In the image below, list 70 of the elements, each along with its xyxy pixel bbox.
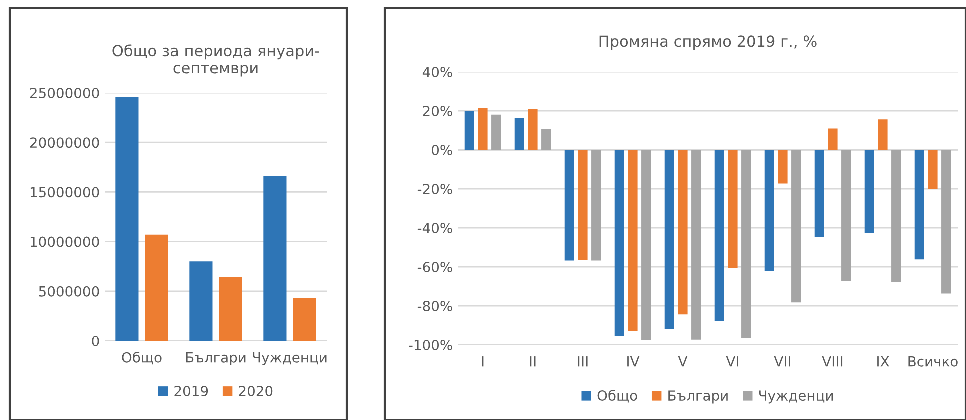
y-tick-label: -20% <box>418 184 452 194</box>
y-tick-label: 0% <box>432 144 452 156</box>
bar <box>514 118 524 150</box>
x-tick-label: III <box>578 356 588 367</box>
legend-label: Чужденци <box>759 390 833 404</box>
y-tick-label: -60% <box>418 262 452 272</box>
bar <box>792 150 802 303</box>
bar <box>714 150 724 322</box>
y-tick-label: 25000000 <box>30 88 100 98</box>
bar <box>293 298 316 341</box>
x-tick-label: IV <box>628 356 640 367</box>
x-tick-label: Чужденци <box>253 352 327 366</box>
bar <box>542 129 552 150</box>
bar <box>678 150 688 315</box>
bar <box>219 278 242 341</box>
x-tick-label: VIII <box>822 356 843 367</box>
y-tick-label: 5000000 <box>39 286 100 297</box>
bar <box>692 150 702 340</box>
bar <box>892 150 902 282</box>
bar <box>145 234 168 341</box>
x-tick-label: I <box>482 356 484 367</box>
bar <box>478 108 488 150</box>
legend-label: Общо <box>598 390 638 403</box>
chart-title: Промяна спрямо 2019 г., % <box>600 36 817 50</box>
y-tick-label: 0 <box>92 336 100 346</box>
bar <box>778 150 788 184</box>
bar <box>878 120 888 150</box>
bar <box>464 111 474 150</box>
bar <box>578 150 588 260</box>
chart-title: Общо за периода януари- септември <box>112 44 320 77</box>
bar <box>742 150 752 338</box>
bar <box>116 96 139 341</box>
bar <box>528 109 538 150</box>
x-tick-label: Българи <box>186 352 246 366</box>
legend-label: 2019 <box>174 386 208 396</box>
bar <box>914 150 924 260</box>
bar <box>190 262 213 341</box>
x-tick-label: VII <box>774 356 790 367</box>
bar <box>614 150 624 336</box>
y-tick-label: 20% <box>423 106 452 116</box>
bar <box>814 150 824 238</box>
bar <box>864 150 874 234</box>
bar <box>264 176 287 341</box>
bar <box>642 150 652 340</box>
bar <box>564 150 574 261</box>
bar <box>628 150 638 332</box>
x-tick-label: Общо <box>122 352 162 365</box>
x-tick-label: Всичко <box>908 356 958 367</box>
bar <box>728 150 738 268</box>
bar <box>942 150 952 294</box>
bar <box>828 128 838 150</box>
y-tick-label: 40% <box>422 66 452 78</box>
y-tick-label: -100% <box>409 340 452 350</box>
y-tick-label: -40% <box>418 222 452 234</box>
legend-label: Българи <box>668 390 728 404</box>
x-tick-label: V <box>678 356 688 367</box>
bar <box>592 150 602 261</box>
y-tick-label: -80% <box>418 300 452 312</box>
x-tick-label: II <box>530 356 536 367</box>
x-tick-label: IX <box>878 356 890 367</box>
y-tick-label: 20000000 <box>30 138 100 148</box>
x-tick-label: VI <box>726 356 738 367</box>
bar <box>664 150 674 330</box>
y-tick-label: 10000000 <box>30 236 100 248</box>
bar <box>492 114 502 150</box>
bar <box>928 150 938 189</box>
legend-label: 2020 <box>239 386 273 396</box>
bar <box>842 150 852 282</box>
y-tick-label: 15000000 <box>30 187 100 198</box>
bar <box>764 150 774 272</box>
